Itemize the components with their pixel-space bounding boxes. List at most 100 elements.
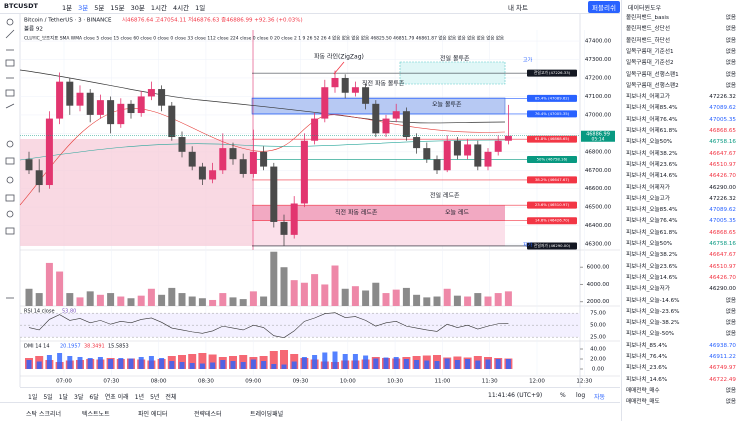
tool-icon[interactable] [5,59,15,67]
price-tick-label: 47300.00 [585,57,612,63]
annotation: 직전 파동 레드존 [335,209,378,217]
interval[interactable]: 5분 [94,4,105,12]
dmi-plus-bar [281,364,287,369]
range-button[interactable]: 3달 [74,394,84,401]
tab[interactable]: 스탁 스크리너 [26,411,62,418]
range-button[interactable]: 5년 [150,394,160,401]
auto-toggle[interactable]: 자동 [594,394,606,401]
range-button[interactable]: 1일 [28,394,38,401]
volume-bar [158,294,166,306]
dmi-plus-bar [342,354,348,369]
range-button[interactable]: 전체 [165,394,177,401]
row-name: 피보나치_오늘14.6% [626,274,678,281]
row-value: 없음 [725,60,736,67]
tool-icon[interactable] [5,227,15,235]
interval[interactable]: 1일 [195,4,206,12]
tool-icon[interactable] [5,29,15,39]
tool-icon[interactable] [6,210,14,218]
tool-icon[interactable] [6,18,14,26]
row-name: 피보나치_오늘50% [626,241,673,247]
annotation: 저가 [523,242,533,249]
candle-body [270,166,278,222]
prev-red-zone [252,221,505,246]
candle-body [76,92,84,106]
tool-icon[interactable] [5,194,15,202]
price-tick-label: 47100.00 [585,94,612,100]
interval[interactable]: 1분 [62,4,73,12]
candle-body [158,89,166,106]
fib-label: 전일저가 (46290.00) [534,243,571,248]
price-tick-label: 46700.00 [585,168,612,174]
volume-bar [147,288,155,306]
row-name: 일목구름대_선행스팬2 [626,82,679,89]
volume-bar [188,296,196,306]
tool-icon[interactable] [5,89,15,97]
tab[interactable]: 텍스트노트 [82,411,110,418]
candle-body [382,118,390,134]
tool-icons [5,18,15,299]
interval[interactable]: 15분 [110,4,125,12]
fib-label-box [527,135,577,143]
my-chart[interactable]: 내 차트 [508,4,529,12]
tool-icon[interactable] [6,140,14,148]
row-name: 피보나치_오늘저가 [626,286,670,293]
row-value: 없음 [725,26,736,33]
bottom-bar: 1일 5일 1달 3달 6달 연초 이래 1년 5년 전체 11:41:46 (UTC+9) %… [20,387,620,402]
dmi-plus-bar [46,355,52,369]
row-value: 47226.32 [709,94,736,101]
data-row: 피보나치_어제85.4% 47089.62 [626,103,738,114]
rsi-tick-label: 75.00 [590,311,606,317]
tool-icon[interactable] [5,103,15,109]
time-label: 08:30 [198,379,214,385]
interval[interactable]: 4시간 [173,4,190,12]
data-row: 볼린저밴드_하단선 없음 [626,36,738,47]
row-name: 피보나치_어제76.4% [626,116,678,123]
row-value: 46758.16 [709,139,736,146]
symbol[interactable]: BTCUSDT [4,2,38,10]
interval[interactable]: 30분 [130,4,145,12]
indicator-legend: CLUYIC_보조지표 SMA WMA close 5 close 15 clo… [24,35,504,42]
tab[interactable]: 파인 에디터 [138,411,168,418]
candle-body [321,87,329,119]
volume-bar [45,262,53,306]
range-button[interactable]: 연초 이래 [104,394,129,401]
tool-icon[interactable] [5,157,15,165]
fib-label-box [527,156,577,164]
rsi-tick-label: 50.00 [590,323,606,329]
volume-bar [127,298,135,306]
row-name: 매매전략_매수 [626,387,660,394]
range-button[interactable]: 1달 [58,394,69,401]
candle-body [168,105,176,138]
rsi-line [28,312,509,338]
candle-body [209,170,217,180]
price-tick-label: 46500.00 [585,205,612,211]
volume-bar [290,280,298,306]
tab[interactable]: 전략테스터 [194,411,222,418]
interval[interactable]: 3분 [78,4,89,12]
data-row: 피보나치_어제저가 46290.00 [626,183,738,194]
range-button[interactable]: 6달 [89,394,99,401]
candle-body [239,159,247,174]
range-button[interactable]: 1년 [134,394,145,401]
row-name: 볼린저밴드_basis [626,15,669,21]
log-toggle[interactable]: log [576,392,586,399]
interval[interactable]: 1시간 [150,4,168,12]
volume-bar [341,288,349,306]
data-row: 피보나치_오늘-50% 없음 [626,329,738,340]
row-value: 없음 [725,71,736,78]
candle-body [474,144,482,167]
row-value: 47005.35 [709,218,736,225]
dmi-plus-bar [128,358,134,369]
fib-label-box [527,217,577,225]
data-row: 피보나치_오늘61.8% 46868.65 [626,228,738,239]
candle-body [229,148,237,160]
volume-bar [280,267,288,306]
tool-icon[interactable] [6,176,14,184]
percent-toggle[interactable]: % [560,392,566,399]
fib-label: 14.6% (46426.70) [535,218,570,223]
time-label: 10:30 [387,379,403,385]
volume-bar [331,265,339,306]
tab[interactable]: 트레이딩패널 [250,411,284,418]
range-button[interactable]: 5일 [43,394,53,401]
publish-button[interactable]: 퍼블리쉬 [588,1,620,13]
